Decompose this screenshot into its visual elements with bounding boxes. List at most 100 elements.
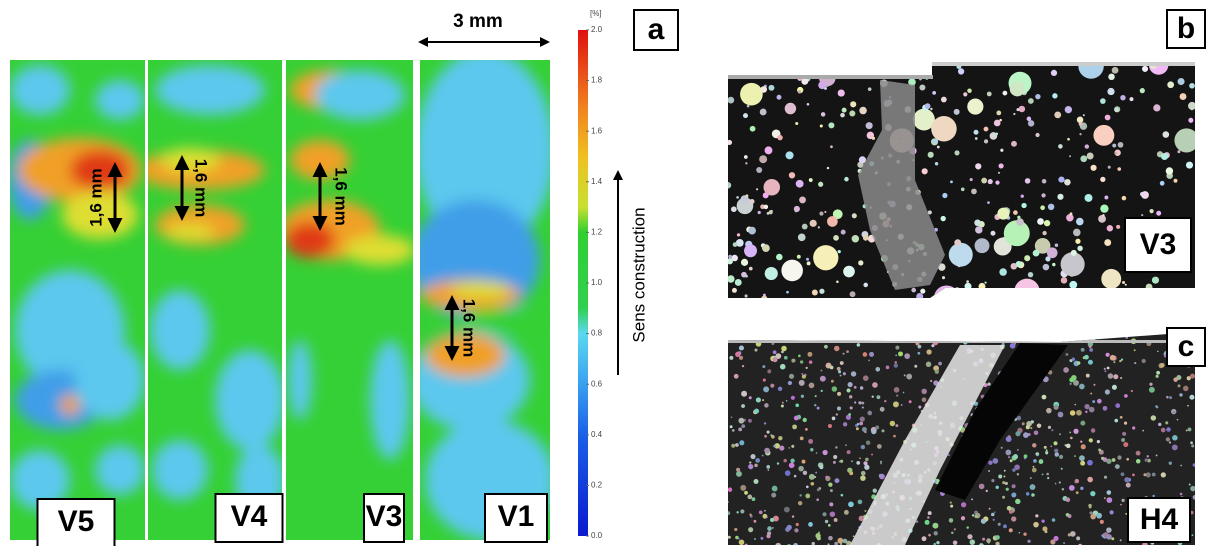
particle (1004, 481, 1008, 486)
particle (1115, 403, 1121, 409)
particle (986, 91, 992, 97)
particle (828, 122, 835, 129)
particle (839, 361, 844, 365)
particle (767, 533, 770, 535)
particle (895, 345, 900, 350)
particle (849, 291, 856, 298)
particle (862, 352, 868, 357)
particle (1156, 210, 1162, 216)
dimension-label: 1,6 mm (192, 159, 211, 218)
particle (831, 416, 836, 421)
particle (863, 282, 868, 288)
crack-light (850, 345, 1005, 545)
particle (1014, 464, 1020, 471)
particle (758, 510, 763, 515)
particle (869, 351, 875, 357)
particle (1124, 394, 1128, 398)
particle (1021, 202, 1027, 209)
particle (731, 333, 736, 338)
particle (980, 518, 987, 524)
particle (1023, 454, 1028, 459)
particle (764, 146, 773, 155)
particle (1016, 218, 1024, 226)
particle (1188, 483, 1191, 486)
particle (974, 137, 978, 140)
particle (793, 474, 797, 478)
particle (746, 104, 750, 108)
particle (763, 204, 769, 210)
particle (1155, 62, 1161, 63)
particle (786, 524, 792, 531)
particle (861, 332, 867, 337)
particle (1058, 176, 1065, 183)
particle (728, 254, 733, 259)
particle (877, 444, 882, 449)
particle (843, 265, 855, 278)
particle (934, 162, 939, 166)
particle (1014, 278, 1040, 298)
particle (849, 395, 853, 399)
particle (1061, 487, 1065, 491)
particle (1123, 442, 1129, 448)
particle (817, 531, 821, 534)
particle (1067, 137, 1070, 141)
particle (805, 493, 811, 499)
particle (981, 177, 988, 184)
particle (764, 434, 767, 438)
particle (830, 379, 834, 383)
particle (1104, 195, 1109, 200)
particle (1093, 383, 1096, 386)
particle (1041, 473, 1044, 476)
particle (824, 344, 828, 349)
particle (1171, 444, 1178, 451)
particle (1005, 487, 1009, 491)
particle (801, 372, 804, 375)
particle (938, 361, 942, 366)
particle (1117, 167, 1122, 171)
particle (1080, 486, 1084, 490)
particle (728, 258, 733, 265)
particle (879, 460, 883, 463)
particle (978, 543, 984, 545)
particle (794, 528, 799, 533)
particle (932, 90, 937, 95)
particle (1133, 349, 1136, 352)
particle (767, 526, 772, 531)
particle (751, 497, 756, 501)
particle (735, 443, 739, 447)
particle (1054, 293, 1057, 296)
particle (740, 195, 749, 204)
particle (736, 470, 742, 477)
particle (921, 397, 927, 403)
particle (819, 288, 825, 294)
particle (1025, 425, 1030, 430)
particle (1114, 151, 1118, 155)
particle (839, 542, 843, 545)
particle (1022, 332, 1027, 336)
particle (1185, 161, 1194, 169)
particle (992, 518, 995, 521)
particle (1092, 400, 1096, 404)
particle (1135, 450, 1141, 456)
particle (1119, 359, 1122, 363)
particle (1090, 428, 1096, 433)
particle (1038, 294, 1042, 297)
particle (1084, 144, 1090, 149)
particle (920, 288, 926, 294)
particle (1063, 367, 1069, 373)
particle (791, 515, 795, 518)
particle (963, 92, 968, 97)
particle (761, 454, 764, 457)
particle (1179, 492, 1183, 496)
particle (744, 294, 748, 298)
particle (940, 215, 946, 222)
particle (876, 395, 881, 400)
particle (1066, 213, 1074, 222)
particle (734, 527, 738, 532)
particle (990, 230, 996, 236)
particle (1014, 342, 1016, 345)
particle (1073, 379, 1079, 386)
particle (796, 254, 801, 259)
particle (1187, 427, 1192, 432)
